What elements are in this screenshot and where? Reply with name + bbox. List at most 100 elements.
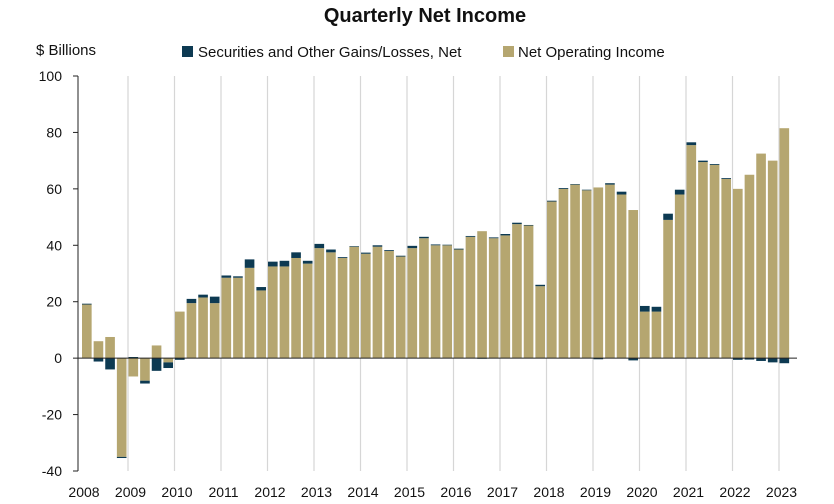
bar-securities-gains-losses	[419, 236, 429, 239]
bar-net-operating-income	[82, 304, 92, 359]
bar-securities-gains-losses	[198, 294, 208, 298]
bar-net-operating-income	[175, 311, 185, 359]
bar-net-operating-income	[651, 311, 662, 359]
bar-net-operating-income	[616, 194, 627, 359]
bar-securities-gains-losses	[105, 358, 115, 370]
x-tick-label: 2016	[440, 484, 471, 500]
x-tick-label: 2015	[394, 484, 425, 500]
bar-securities-gains-losses	[314, 243, 325, 249]
bar-net-operating-income	[477, 231, 487, 359]
y-tick-label: -40	[42, 463, 62, 479]
bar-net-operating-income	[500, 235, 511, 359]
bar-securities-gains-losses	[686, 142, 697, 146]
chart-title: Quarterly Net Income	[324, 5, 526, 27]
bar-net-operating-income	[523, 225, 534, 359]
bar-net-operating-income	[744, 174, 755, 359]
bar-securities-gains-losses	[361, 252, 371, 254]
bar-securities-gains-losses	[767, 358, 778, 363]
bar-net-operating-income	[512, 224, 522, 359]
legend-label-operating: Net Operating Income	[518, 44, 665, 61]
y-tick-label: 20	[46, 294, 62, 310]
bar-net-operating-income	[430, 245, 441, 359]
y-tick-label: 80	[46, 124, 62, 140]
bar-net-operating-income	[767, 160, 778, 359]
bar-net-operating-income	[151, 345, 162, 359]
bar-securities-gains-losses	[116, 456, 127, 459]
bar-securities-gains-losses	[93, 358, 104, 362]
bar-securities-gains-losses	[442, 244, 453, 246]
y-tick-label: 40	[46, 237, 62, 253]
bar-securities-gains-losses	[581, 189, 592, 191]
bar-net-operating-income	[674, 194, 685, 359]
bar-net-operating-income	[279, 266, 290, 359]
bar-securities-gains-losses	[744, 358, 755, 360]
bar-net-operating-income	[547, 201, 557, 359]
bar-net-operating-income	[605, 184, 615, 359]
bar-securities-gains-losses	[605, 183, 615, 185]
bar-securities-gains-losses	[186, 298, 197, 304]
legend-swatch-securities	[182, 46, 193, 57]
bar-securities-gains-losses	[465, 235, 476, 237]
bar-net-operating-income	[233, 277, 243, 359]
bar-net-operating-income	[733, 188, 743, 359]
bar-securities-gains-losses	[395, 255, 406, 257]
y-axis-label: $ Billions	[36, 42, 96, 59]
bar-net-operating-income	[349, 246, 360, 359]
bar-net-operating-income	[628, 210, 639, 359]
bar-net-operating-income	[244, 267, 255, 359]
bar-securities-gains-losses	[233, 276, 243, 278]
bar-securities-gains-losses	[384, 250, 394, 251]
bar-securities-gains-losses	[326, 249, 336, 253]
bar-net-operating-income	[361, 253, 371, 359]
bar-securities-gains-losses	[256, 287, 267, 291]
bar-securities-gains-losses	[651, 306, 662, 312]
bar-securities-gains-losses	[674, 189, 685, 195]
y-tick-label: 0	[54, 350, 62, 366]
x-tick-label: 2017	[487, 484, 518, 500]
x-tick-label: 2022	[719, 484, 750, 500]
bar-net-operating-income	[256, 290, 267, 359]
bar-net-operating-income	[291, 257, 301, 359]
bar-securities-gains-losses	[209, 296, 220, 304]
bar-securities-gains-losses	[488, 237, 499, 239]
x-tick-label: 2014	[347, 484, 378, 500]
bar-securities-gains-losses	[547, 200, 557, 202]
bar-net-operating-income	[488, 238, 499, 359]
bar-securities-gains-losses	[140, 380, 150, 384]
bar-securities-gains-losses	[756, 358, 766, 361]
bar-net-operating-income	[116, 358, 127, 457]
bar-securities-gains-losses	[337, 257, 348, 258]
bar-securities-gains-losses	[372, 245, 383, 247]
x-tick-label: 2008	[68, 484, 99, 500]
bar-net-operating-income	[663, 219, 673, 359]
bar-securities-gains-losses	[733, 358, 743, 360]
legend-label-securities: Securities and Other Gains/Losses, Net	[198, 44, 462, 61]
bar-securities-gains-losses	[640, 305, 650, 312]
bar-net-operating-income	[779, 128, 790, 359]
bar-securities-gains-losses	[628, 358, 639, 361]
bar-net-operating-income	[372, 246, 383, 359]
bar-securities-gains-losses	[454, 248, 464, 250]
bar-net-operating-income	[186, 303, 197, 359]
bar-securities-gains-losses	[244, 259, 255, 268]
bar-securities-gains-losses	[663, 213, 673, 220]
bar-net-operating-income	[268, 266, 278, 359]
bar-securities-gains-losses	[512, 222, 522, 225]
bar-securities-gains-losses	[709, 164, 720, 165]
bar-net-operating-income	[395, 256, 406, 359]
bars	[82, 128, 790, 459]
bar-net-operating-income	[302, 263, 313, 359]
bar-securities-gains-losses	[279, 260, 290, 267]
bar-net-operating-income	[465, 236, 476, 359]
bar-securities-gains-losses	[221, 275, 232, 278]
bar-securities-gains-losses	[616, 191, 627, 195]
bar-net-operating-income	[163, 358, 174, 363]
bar-net-operating-income	[384, 250, 394, 359]
bar-securities-gains-losses	[163, 362, 174, 369]
x-tick-label: 2019	[580, 484, 611, 500]
bar-net-operating-income	[570, 184, 580, 359]
bar-net-operating-income	[721, 178, 732, 359]
bar-net-operating-income	[419, 238, 429, 359]
bar-securities-gains-losses	[523, 224, 534, 226]
bar-net-operating-income	[535, 286, 546, 359]
